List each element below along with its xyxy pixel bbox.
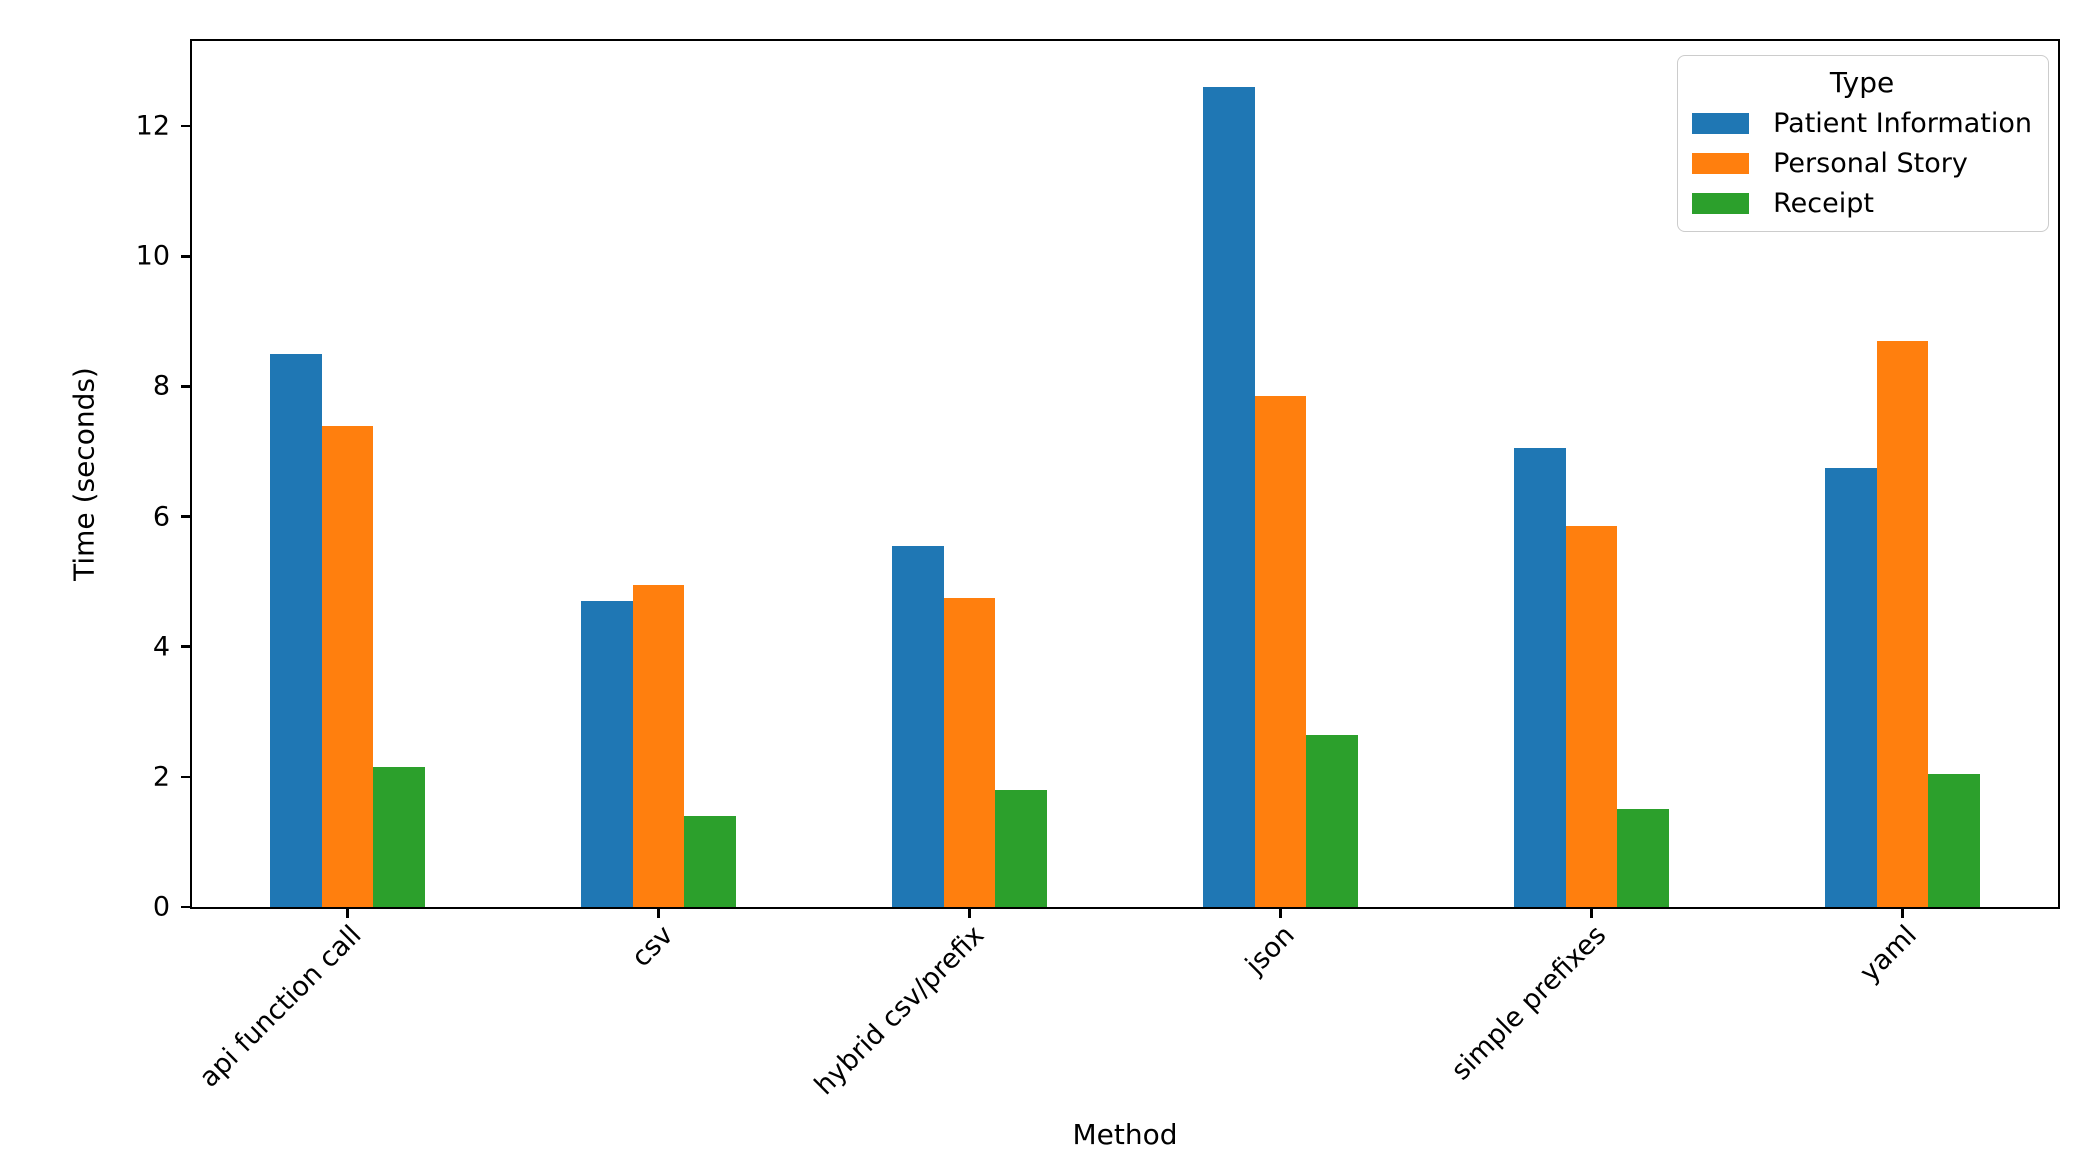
legend-item-receipt: Receipt — [1692, 188, 2032, 219]
bar-personal-story-json — [1254, 396, 1307, 907]
legend-swatch-receipt-icon — [1692, 193, 1750, 214]
legend-label-personal-story: Personal Story — [1773, 148, 1968, 179]
x-tick-mark — [1590, 907, 1593, 918]
legend-swatch-personal-story-icon — [1692, 153, 1750, 174]
bar-receipt-simple-prefixes — [1617, 809, 1670, 907]
y-tick-mark — [181, 515, 192, 518]
x-axis-label: Method — [1072, 1118, 1178, 1151]
legend-swatch-patient-information-icon — [1692, 113, 1750, 134]
y-tick-mark — [181, 385, 192, 388]
x-tick-label: simple prefixes — [1445, 919, 1613, 1087]
bars-layer — [192, 41, 2058, 907]
bar-patient-information-hybrid-csv-prefix — [891, 545, 944, 907]
bar-patient-information-csv — [580, 601, 633, 907]
legend: Type Patient Information Personal Story … — [1677, 55, 2049, 232]
bar-receipt-json — [1306, 734, 1359, 907]
bar-receipt-csv — [684, 815, 737, 907]
x-tick-label: yaml — [1854, 919, 1924, 989]
y-tick-mark — [181, 905, 192, 909]
bar-patient-information-yaml — [1824, 467, 1877, 907]
bar-patient-information-simple-prefixes — [1513, 448, 1566, 907]
y-tick-label: 0 — [152, 891, 170, 923]
bar-receipt-hybrid-csv-prefix — [995, 789, 1048, 907]
y-tick-mark — [181, 775, 192, 779]
x-tick-mark — [1901, 907, 1904, 918]
legend-item-patient-information: Patient Information — [1692, 108, 2032, 139]
bar-receipt-api-function-call — [373, 767, 426, 907]
legend-item-personal-story: Personal Story — [1692, 148, 2032, 179]
y-tick-label: 12 — [135, 110, 170, 142]
bar-personal-story-hybrid-csv-prefix — [943, 597, 996, 907]
x-tick-label: api function call — [194, 919, 368, 1094]
x-tick-mark — [968, 907, 971, 918]
x-tick-label: json — [1240, 919, 1302, 981]
y-tick-label: 6 — [152, 501, 170, 533]
bar-personal-story-csv — [632, 584, 685, 907]
y-tick-label: 8 — [152, 370, 170, 402]
bar-receipt-yaml — [1928, 773, 1981, 907]
y-tick-label: 10 — [135, 240, 170, 272]
legend-label-receipt: Receipt — [1773, 188, 1874, 219]
x-tick-mark — [657, 907, 660, 918]
y-tick-mark — [181, 124, 192, 128]
plot-area: Type Patient Information Personal Story … — [136, 39, 2060, 1101]
y-tick-mark — [181, 255, 192, 258]
y-axis-label: Time (seconds) — [67, 367, 101, 581]
x-tick-mark — [1279, 907, 1282, 918]
bar-patient-information-api-function-call — [269, 353, 322, 907]
bar-personal-story-simple-prefixes — [1565, 526, 1618, 907]
x-tick-label: csv — [625, 919, 680, 974]
y-tick-label: 4 — [152, 631, 170, 663]
x-tick-label: hybrid csv/prefix — [808, 919, 991, 1102]
bar-personal-story-api-function-call — [321, 425, 374, 907]
y-tick-mark — [181, 645, 192, 648]
x-tick-mark — [346, 907, 349, 918]
bar-personal-story-yaml — [1876, 340, 1929, 907]
y-tick-label: 2 — [152, 761, 170, 793]
bar-patient-information-json — [1202, 87, 1255, 907]
legend-title: Type — [1829, 66, 1895, 99]
legend-label-patient-information: Patient Information — [1773, 108, 2032, 139]
